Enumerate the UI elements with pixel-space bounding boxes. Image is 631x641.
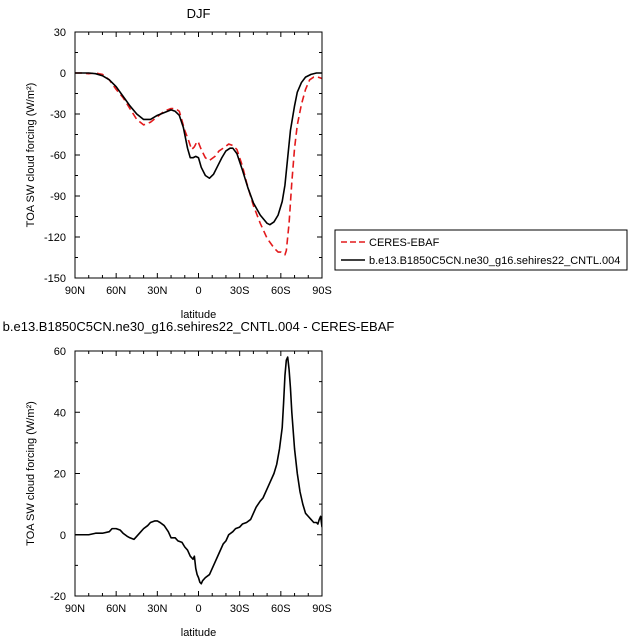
y-axis-label: TOA SW cloud forcing (W/m²)	[25, 83, 37, 228]
y-tick-label: -20	[50, 591, 66, 603]
plot-frame	[74, 350, 323, 597]
y-tick-label: -90	[50, 191, 66, 203]
x-tick-label: 60N	[106, 603, 126, 615]
y-tick-label: -30	[50, 109, 66, 121]
chart-2: b.e13.B1850C5CN.ne30_g16.sehires22_CNTL.…	[3, 319, 395, 639]
y-tick-label: -60	[50, 150, 66, 162]
y-tick-label: -120	[44, 232, 66, 244]
y-tick-label: -150	[44, 273, 66, 285]
y-tick-label: 20	[54, 469, 66, 481]
y-tick-label: 30	[54, 27, 66, 39]
x-tick-label: 90S	[312, 285, 332, 297]
x-tick-label: 0	[195, 285, 201, 297]
x-tick-label: 60N	[106, 285, 126, 297]
plot-area	[75, 72, 322, 256]
series-line-2	[75, 72, 322, 226]
chart-title: DJF	[187, 6, 211, 21]
y-tick-label: 40	[54, 407, 66, 419]
legend-box	[334, 229, 628, 271]
legend: CERES-EBAF b.e13.B1850C5CN.ne30_g16.sehir…	[334, 229, 628, 271]
y-axis-label: TOA SW cloud forcing (W/m²)	[25, 401, 37, 546]
x-tick-label: 90N	[65, 285, 85, 297]
x-tick-label: 90N	[65, 603, 85, 615]
y-tick-label: 0	[60, 530, 66, 542]
x-tick-label: 30S	[230, 603, 250, 615]
chart-title: b.e13.B1850C5CN.ne30_g16.sehires22_CNTL.…	[3, 319, 395, 334]
chart-1: DJF 90N 60N 30N 0 30S 60S 90S 30 0 -30 -60 -90 -120 -1…	[25, 6, 628, 321]
x-tick-label: 90S	[312, 603, 332, 615]
legend-label-2: b.e13.B1850C5CN.ne30_g16.sehires22_CNTL.…	[369, 255, 620, 267]
series-line-1	[75, 356, 322, 585]
y-tick-label: 0	[60, 68, 66, 80]
x-tick-label: 60S	[271, 603, 291, 615]
x-tick-label: 30N	[147, 603, 167, 615]
series-line-1	[75, 72, 322, 256]
plot-area	[75, 356, 322, 585]
plot-frame	[74, 31, 323, 279]
legend-label-1: CERES-EBAF	[369, 237, 440, 249]
x-tick-label: 30N	[147, 285, 167, 297]
x-axis-label: latitude	[181, 309, 216, 321]
x-tick-label: 30S	[230, 285, 250, 297]
x-tick-label: 0	[195, 603, 201, 615]
y-tick-label: 60	[54, 346, 66, 358]
x-tick-label: 60S	[271, 285, 291, 297]
x-axis-label: latitude	[181, 627, 216, 639]
